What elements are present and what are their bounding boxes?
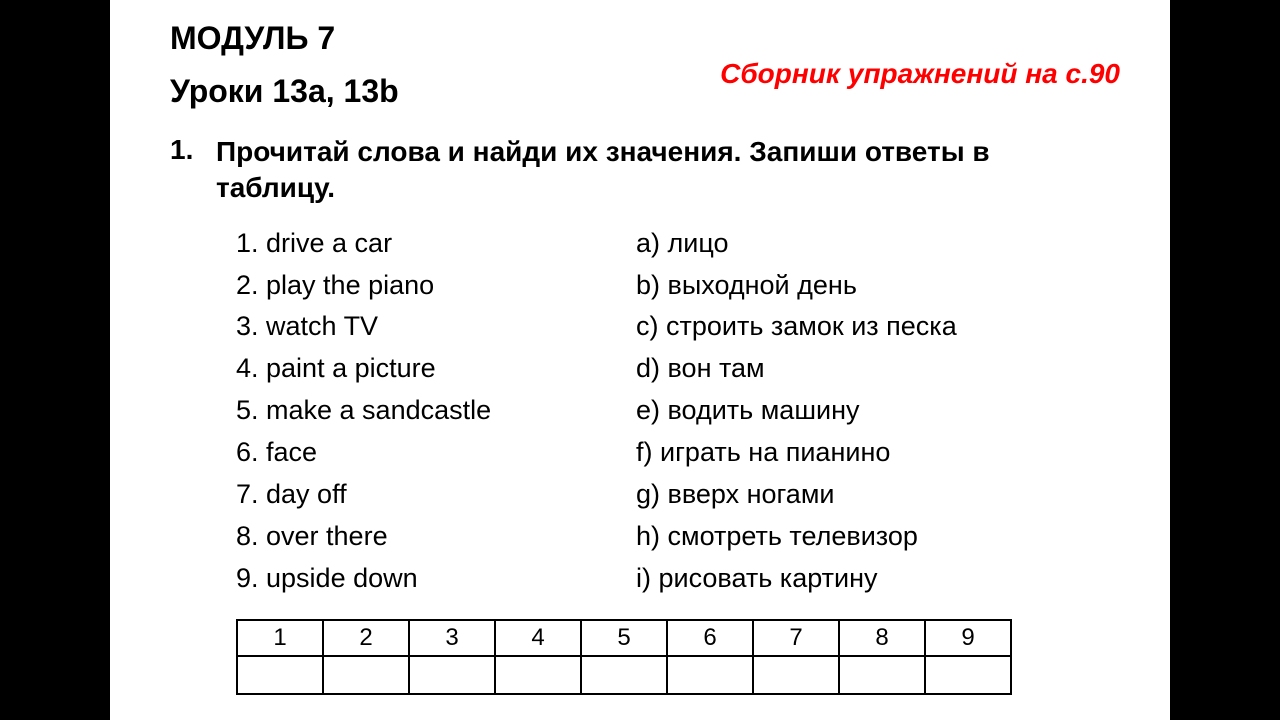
answer-table: 1 2 3 4 5 6 7 8 9	[236, 619, 1012, 695]
list-item: 7. day off	[236, 474, 636, 516]
list-item: a) лицо	[636, 223, 1130, 265]
table-answer-cell[interactable]	[925, 656, 1011, 694]
exercise-text: Прочитай слова и найди их значения. Запи…	[216, 134, 990, 207]
list-item: 1. drive a car	[236, 223, 636, 265]
exercise-instruction: 1. Прочитай слова и найди их значения. З…	[170, 134, 1130, 207]
exercise-number: 1.	[170, 134, 198, 166]
table-answer-cell[interactable]	[667, 656, 753, 694]
list-item: e) водить машину	[636, 390, 1130, 432]
list-item: g) вверх ногами	[636, 474, 1130, 516]
worksheet-page: МОДУЛЬ 7 Уроки 13a, 13b Сборник упражнен…	[110, 0, 1170, 720]
list-item: 6. face	[236, 432, 636, 474]
list-item: 8. over there	[236, 516, 636, 558]
table-answer-cell[interactable]	[323, 656, 409, 694]
reference-note: Сборник упражнений на с.90	[720, 58, 1120, 90]
table-answer-row	[237, 656, 1011, 694]
russian-column: a) лицо b) выходной день c) строить замо…	[636, 223, 1130, 600]
table-header-cell: 1	[237, 620, 323, 656]
list-item: 2. play the piano	[236, 265, 636, 307]
table-header-cell: 9	[925, 620, 1011, 656]
list-item: f) играть на пианино	[636, 432, 1130, 474]
table-answer-cell[interactable]	[495, 656, 581, 694]
table-header-cell: 7	[753, 620, 839, 656]
list-item: i) рисовать картину	[636, 558, 1130, 600]
list-item: h) смотреть телевизор	[636, 516, 1130, 558]
matching-columns: 1. drive a car 2. play the piano 3. watc…	[236, 223, 1130, 600]
table-header-cell: 8	[839, 620, 925, 656]
table-header-cell: 3	[409, 620, 495, 656]
table-header-cell: 2	[323, 620, 409, 656]
list-item: 5. make a sandcastle	[236, 390, 636, 432]
exercise-line-2: таблицу.	[216, 172, 335, 203]
table-header-row: 1 2 3 4 5 6 7 8 9	[237, 620, 1011, 656]
list-item: 4. paint a picture	[236, 348, 636, 390]
table-header-cell: 4	[495, 620, 581, 656]
module-heading: МОДУЛЬ 7	[170, 20, 1130, 57]
table-answer-cell[interactable]	[237, 656, 323, 694]
table-answer-cell[interactable]	[753, 656, 839, 694]
table-answer-cell[interactable]	[409, 656, 495, 694]
list-item: c) строить замок из песка	[636, 306, 1130, 348]
table-answer-cell[interactable]	[839, 656, 925, 694]
table-answer-cell[interactable]	[581, 656, 667, 694]
table-header-cell: 5	[581, 620, 667, 656]
list-item: 9. upside down	[236, 558, 636, 600]
list-item: b) выходной день	[636, 265, 1130, 307]
english-column: 1. drive a car 2. play the piano 3. watc…	[236, 223, 636, 600]
list-item: d) вон там	[636, 348, 1130, 390]
list-item: 3. watch TV	[236, 306, 636, 348]
table-header-cell: 6	[667, 620, 753, 656]
exercise-line-1: Прочитай слова и найди их значения. Запи…	[216, 136, 990, 167]
